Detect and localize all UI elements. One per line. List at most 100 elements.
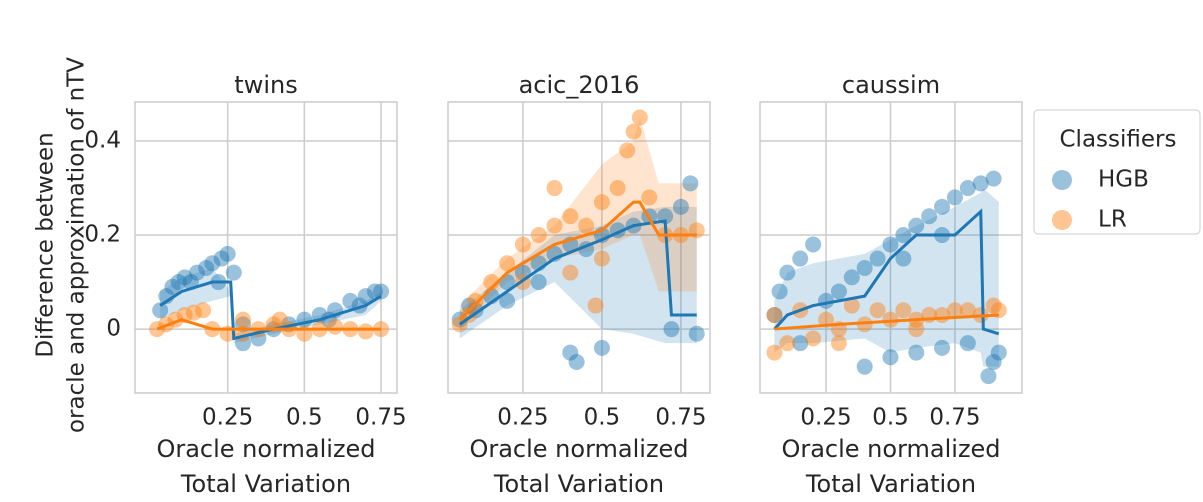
point [771,283,788,300]
point [959,335,976,352]
point [946,189,963,206]
x-tick-label: 0.75 [355,405,406,431]
plot-area [766,170,1007,385]
point [170,274,187,291]
y-axis-label: Difference between [33,132,59,357]
point [946,302,963,319]
point [562,264,579,281]
trend-line [156,318,382,331]
point [792,335,809,352]
point [357,288,374,305]
point [327,318,344,335]
legend-title: Classifiers [1060,127,1177,153]
point [499,255,516,272]
point [188,264,205,281]
panel: 0 0.2 0.4 0.25 0.5 0.75 twins Oracle normalized… [84,71,406,498]
x-axis-label: Oracle normalized [781,435,1000,463]
point [843,269,860,286]
point [869,250,886,267]
legend-label: LR [1098,207,1127,233]
point [373,283,390,300]
point [688,325,705,342]
point [980,368,997,385]
point [609,180,626,197]
trend-line [773,208,1000,336]
point [959,180,976,197]
point [779,335,796,352]
point [514,236,531,253]
point [152,302,169,319]
y-axis-label: oracle and approximation of nTV [64,57,90,433]
confidence-band [774,188,999,367]
point [357,323,374,340]
point [562,208,579,225]
point [908,321,925,338]
point [225,264,242,281]
point [792,250,809,267]
point [972,175,989,192]
y-tick-label: 0.2 [84,222,121,248]
point [830,335,847,352]
point [856,316,873,333]
panel: 0.25 0.5 0.75 acic_2016 Oracle normalized Tot… [447,71,711,498]
point [985,170,1002,187]
point [164,278,181,295]
point [467,292,484,309]
point [593,339,610,356]
point [985,353,1002,370]
plot-area [451,109,705,370]
x-tick-label: 0.25 [497,405,548,431]
legend-box [1033,109,1201,235]
x-axis-label: Total Variation [805,470,976,498]
point [185,304,202,321]
point [625,123,642,140]
point [568,353,585,370]
point [530,274,547,291]
point [682,175,699,192]
point [213,250,230,267]
point [830,283,847,300]
point [843,297,860,314]
point [985,297,1002,314]
point [593,250,610,267]
confidence-band [459,117,697,330]
point [641,189,658,206]
confidence-band [160,267,382,344]
point [672,198,689,215]
x-tick-label: 0.75 [929,405,980,431]
point [530,227,547,244]
point [990,344,1007,361]
point [908,344,925,361]
point [342,292,359,309]
point [856,259,873,276]
x-axis-label: Total Variation [493,470,664,498]
point [593,194,610,211]
point [546,180,563,197]
trend-line [774,313,999,331]
x-tick-label: 0.5 [584,405,621,431]
legend-label: HGB [1098,167,1149,193]
point [895,302,912,319]
point [176,269,193,286]
x-axis-label: Oracle normalized [156,435,375,463]
point [921,208,938,225]
point [882,236,899,253]
y-tick-label: 0 [106,316,121,342]
axes-frame [759,101,1023,394]
point [271,311,288,328]
point [895,227,912,244]
point [219,245,236,262]
x-tick-label: 0.5 [872,405,909,431]
point [882,311,899,328]
x-axis-label: Oracle normalized [469,435,688,463]
point [934,339,951,356]
point [204,255,221,272]
point [198,259,215,276]
point [766,306,783,323]
point [766,306,783,323]
point [934,198,951,215]
axes-frame [447,101,711,394]
point [779,264,796,281]
x-tick-label: 0.25 [800,405,851,431]
